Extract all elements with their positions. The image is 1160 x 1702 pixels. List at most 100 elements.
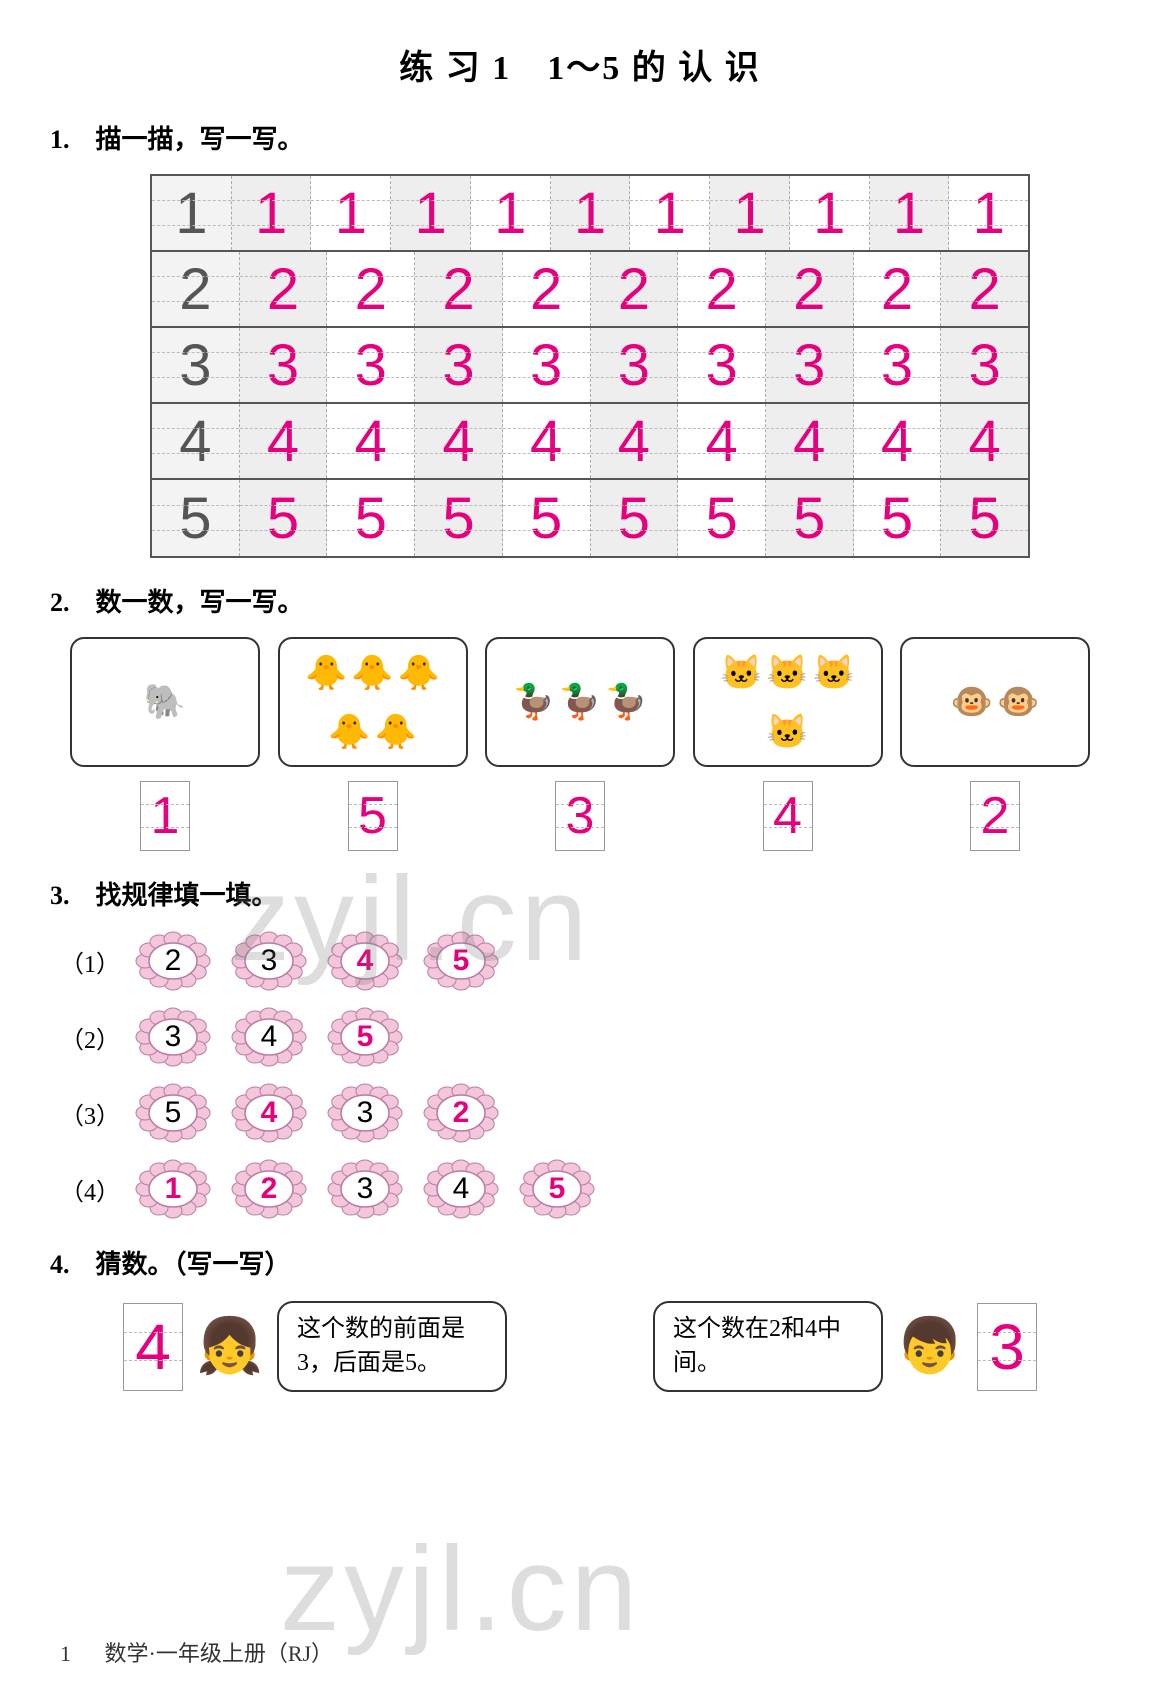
trace-answer-cell: 4 [240, 404, 328, 478]
pattern-row: （4）12345 [60, 1158, 1110, 1220]
row-index: （4） [60, 1172, 116, 1207]
trace-answer-cell: 4 [503, 404, 591, 478]
q4-label: 4. 猜数。（写一写） [50, 1244, 1110, 1281]
count-icon: 🐱 [813, 653, 855, 693]
pattern-answer: 2 [453, 1096, 470, 1130]
boy-icon: 👦 [895, 1315, 965, 1378]
count-icon: 🐱 [720, 653, 762, 693]
worksheet-title: 练 习 1 1～5 的 认 识 [50, 40, 1110, 89]
row-index: （1） [60, 944, 116, 979]
pattern-given: 3 [357, 1172, 374, 1206]
pattern-given: 3 [165, 1020, 182, 1054]
count-box: 🐥🐥🐥🐥🐥 [278, 637, 468, 767]
count-icon: 🐘 [144, 682, 186, 722]
trace-answer-cell: 3 [240, 328, 328, 402]
trace-answer-cell: 1 [232, 176, 312, 250]
count-item: 🐱🐱🐱🐱4 [693, 637, 883, 851]
q4-left-answer: 4 [123, 1303, 183, 1391]
trace-row: 2222222222 [152, 252, 1028, 328]
pattern-row: （2）345 [60, 1006, 1110, 1068]
trace-answer-cell: 4 [591, 404, 679, 478]
pattern-given: 4 [453, 1172, 470, 1206]
trace-answer-cell: 1 [949, 176, 1028, 250]
flower-bubble: 4 [230, 1082, 308, 1144]
trace-answer-cell: 5 [678, 480, 766, 556]
flower-bubble: 4 [230, 1006, 308, 1068]
page-footer: 1 数学·一年级上册（RJ） [60, 1636, 333, 1668]
trace-answer-cell: 5 [766, 480, 854, 556]
pattern-answer: 5 [357, 1020, 374, 1054]
q1-label: 1. 描一描，写一写。 [50, 119, 1110, 156]
trace-answer-cell: 4 [327, 404, 415, 478]
q4-left: 4 👧 这个数的前面是3，后面是5。 [123, 1301, 507, 1392]
count-answer: 5 [348, 781, 398, 851]
trace-row: 4444444444 [152, 404, 1028, 480]
q4-right-bubble: 这个数在2和4中间。 [653, 1301, 883, 1392]
trace-answer-cell: 2 [854, 252, 942, 326]
trace-answer-cell: 5 [415, 480, 503, 556]
flower-bubble: 3 [326, 1158, 404, 1220]
count-answer: 2 [970, 781, 1020, 851]
count-icon: 🐥 [351, 653, 393, 693]
flower-bubble: 3 [230, 930, 308, 992]
trace-answer-cell: 2 [941, 252, 1028, 326]
trace-answer-cell: 1 [710, 176, 790, 250]
girl-icon: 👧 [195, 1315, 265, 1378]
book-title: 数学·一年级上册（RJ） [105, 1641, 334, 1666]
count-icon: 🐱 [766, 712, 808, 752]
trace-answer-cell: 2 [240, 252, 328, 326]
trace-answer-cell: 1 [311, 176, 391, 250]
trace-answer-cell: 3 [766, 328, 854, 402]
pattern-given: 4 [261, 1020, 278, 1054]
trace-answer-cell: 2 [503, 252, 591, 326]
flower-bubble: 2 [134, 930, 212, 992]
count-icon: 🦆 [559, 682, 601, 722]
count-box: 🐘 [70, 637, 260, 767]
row-index: （3） [60, 1096, 116, 1131]
trace-answer-cell: 3 [503, 328, 591, 402]
pattern-given: 2 [165, 944, 182, 978]
trace-model-cell: 3 [152, 328, 240, 402]
count-answer: 4 [763, 781, 813, 851]
flower-bubble: 2 [230, 1158, 308, 1220]
trace-answer-cell: 5 [591, 480, 679, 556]
trace-answer-cell: 4 [678, 404, 766, 478]
flower-bubble: 4 [326, 930, 404, 992]
trace-answer-cell: 3 [678, 328, 766, 402]
count-icon: 🐥 [375, 712, 417, 752]
trace-answer-cell: 4 [766, 404, 854, 478]
trace-row: 11111111111 [152, 176, 1028, 252]
trace-model-cell: 2 [152, 252, 240, 326]
pattern-given: 3 [357, 1096, 374, 1130]
flower-bubble: 1 [134, 1158, 212, 1220]
trace-answer-cell: 3 [415, 328, 503, 402]
trace-answer-cell: 3 [941, 328, 1028, 402]
trace-answer-cell: 1 [551, 176, 631, 250]
count-box: 🦆🦆🦆 [485, 637, 675, 767]
q4-right: 这个数在2和4中间。 👦 3 [653, 1301, 1037, 1392]
trace-answer-cell: 2 [591, 252, 679, 326]
q3-label: 3. 找规律填一填。 [50, 875, 1110, 912]
q4-row: 4 👧 这个数的前面是3，后面是5。 这个数在2和4中间。 👦 3 [50, 1301, 1110, 1392]
trace-answer-cell: 5 [503, 480, 591, 556]
q1-tracing-grid: 1111111111122222222223333333333444444444… [150, 174, 1030, 558]
trace-model-cell: 5 [152, 480, 240, 556]
count-icon: 🐵 [951, 682, 993, 722]
trace-answer-cell: 1 [870, 176, 950, 250]
page-number: 1 [60, 1641, 71, 1666]
trace-answer-cell: 4 [415, 404, 503, 478]
trace-answer-cell: 2 [678, 252, 766, 326]
count-answer: 3 [555, 781, 605, 851]
trace-row: 5555555555 [152, 480, 1028, 556]
flower-bubble: 3 [134, 1006, 212, 1068]
pattern-answer: 4 [261, 1096, 278, 1130]
trace-model-cell: 1 [152, 176, 232, 250]
count-icon: 🦆 [605, 682, 647, 722]
trace-answer-cell: 1 [790, 176, 870, 250]
q4-left-bubble: 这个数的前面是3，后面是5。 [277, 1301, 507, 1392]
trace-row: 3333333333 [152, 328, 1028, 404]
count-icon: 🐥 [305, 653, 347, 693]
flower-bubble: 5 [422, 930, 500, 992]
flower-bubble: 4 [422, 1158, 500, 1220]
watermark: zyjl.cn [280, 1520, 641, 1658]
